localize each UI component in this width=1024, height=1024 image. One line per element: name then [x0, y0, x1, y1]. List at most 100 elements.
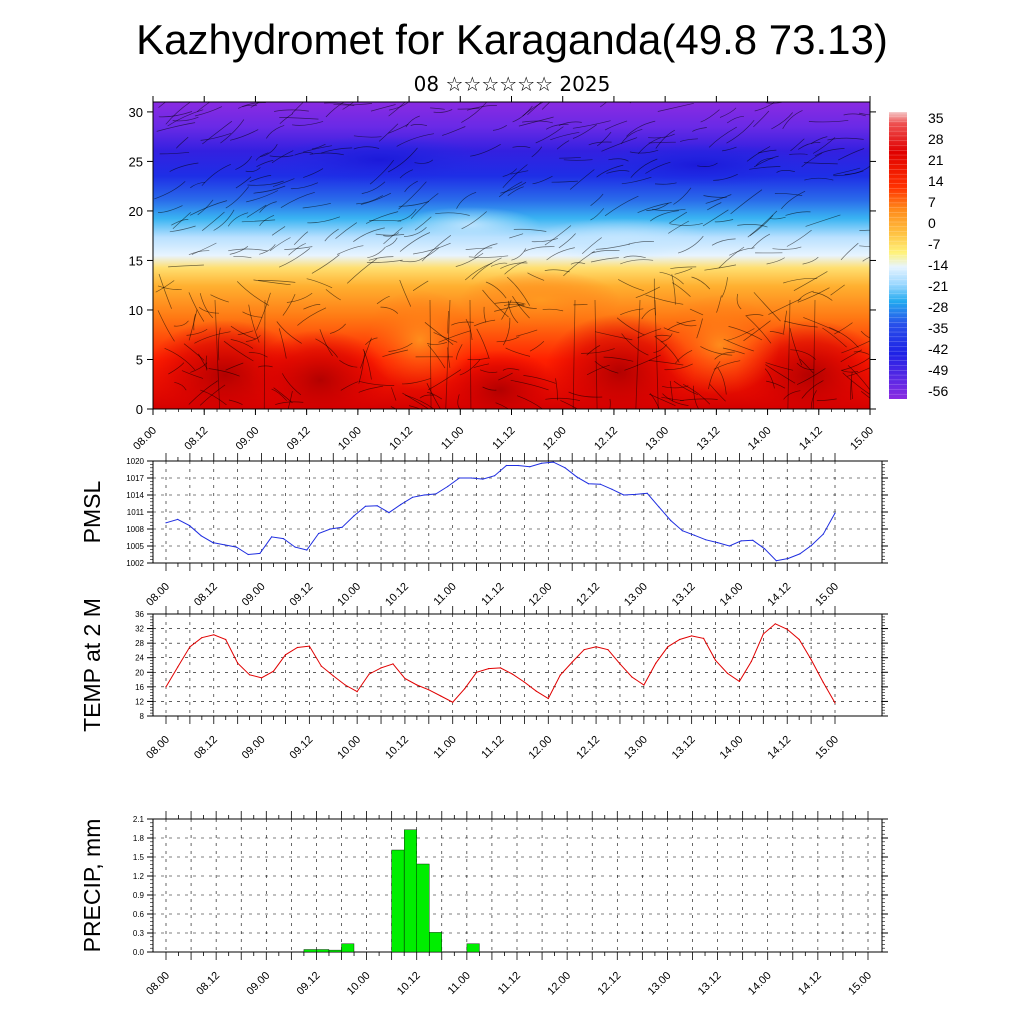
precip-x-tick-label: 08.12 [194, 970, 222, 998]
pmsl-x-tick-label: 10.00 [335, 581, 363, 609]
heatmap-x-tick-label: 09.00 [234, 425, 262, 453]
precip-y-tick-label: 1.8 [133, 834, 145, 843]
pmsl-point [282, 538, 284, 540]
precip-x-tick-label: 15.00 [846, 970, 874, 998]
temp-2m-point [762, 633, 764, 635]
temp-2m-point [272, 670, 275, 672]
pmsl-point [517, 464, 519, 467]
temp-2m-x-tick-label: 12.00 [526, 734, 554, 762]
pmsl-point [658, 506, 660, 508]
pmsl-ylabel: PMSL [79, 480, 105, 543]
temp-2m-point [452, 701, 454, 703]
colorbar-label: -14 [928, 257, 948, 273]
pmsl-point [646, 492, 648, 494]
pmsl-point [611, 488, 613, 490]
temp-2m-point [332, 675, 334, 677]
precip-bar [328, 949, 342, 953]
pmsl-point [764, 548, 766, 550]
pmsl-y-tick-label: 1011 [127, 508, 145, 517]
temp-2m-point [261, 677, 263, 679]
pmsl-point [447, 485, 449, 488]
precip-bar [416, 863, 430, 953]
pmsl-point [188, 525, 191, 527]
temp-2m-point [416, 684, 418, 686]
pmsl-point [717, 542, 719, 544]
temp-2m-point [296, 646, 298, 649]
pmsl-point [247, 553, 249, 556]
temp-2m-x-tick-label: 10.00 [335, 734, 363, 762]
pmsl-point [235, 546, 237, 548]
temp-2m-y-tick-label: 12 [135, 697, 144, 706]
temp-2m-point [607, 649, 609, 651]
temp-2m-y-tick-label: 28 [135, 639, 144, 648]
pmsl-point [822, 533, 824, 535]
colorbar-label: -35 [928, 320, 948, 336]
temp-2m-x-tick-label: 08.00 [144, 734, 172, 762]
pmsl-point [775, 560, 777, 562]
precip-x-tick-label: 14.12 [796, 970, 824, 998]
temp-2m-point [428, 689, 430, 691]
heatmap-x-tick-label: 12.00 [541, 425, 569, 453]
temp-2m-x-tick-label: 08.12 [192, 734, 220, 762]
temp-2m-point [822, 681, 824, 683]
colorbar-scale [889, 112, 907, 399]
heatmap-x-tick-label: 11.12 [490, 425, 517, 452]
pmsl-x-tick-label: 11.00 [431, 581, 458, 608]
temp-2m-y-tick-label: 8 [140, 712, 145, 721]
temp-2m-x-tick-label: 11.12 [479, 734, 506, 761]
heatmap-y-tick-label: 20 [129, 204, 143, 219]
temp-2m-point [786, 628, 788, 630]
heatmap-x-tick-label: 08.00 [131, 425, 159, 453]
pmsl-x-tick-label: 09.00 [240, 581, 268, 609]
pmsl-x-tick-label: 12.00 [526, 581, 554, 609]
precip-y-tick-label: 0.3 [133, 929, 145, 938]
pmsl-point [165, 522, 167, 524]
temp-2m-point [547, 697, 549, 700]
precip-bar [404, 829, 417, 953]
precip-x-tick-label: 12.00 [545, 970, 573, 998]
pmsl-point [411, 496, 414, 498]
pmsl-frame [152, 460, 883, 564]
temp-2m-x-tick-label: 10.12 [383, 734, 411, 762]
pmsl-x-tick-label: 14.00 [718, 581, 746, 609]
temp-2m-point [631, 676, 633, 678]
colorbar-label: 21 [928, 152, 944, 168]
precip-bar [391, 849, 405, 953]
temp-2m-point [559, 674, 561, 676]
temp-2m-y-tick-label: 16 [135, 683, 144, 692]
pmsl-point [341, 526, 343, 528]
temp-2m-point [703, 637, 705, 640]
pmsl-point [564, 467, 566, 469]
pmsl-x-tick-label: 12.12 [574, 581, 602, 609]
heatmap-x-tick-label: 10.12 [387, 425, 415, 453]
pmsl-point [470, 477, 472, 479]
heatmap-x-tick-label: 13.00 [643, 425, 671, 453]
precip-x-tick-label: 13.00 [646, 970, 674, 998]
precip-x-tick-label: 09.00 [244, 970, 272, 998]
pmsl-y-tick-label: 1020 [126, 457, 144, 466]
pmsl-point [587, 483, 590, 485]
temp-2m-point [189, 646, 191, 648]
pmsl-point [212, 542, 214, 544]
pmsl-point [177, 518, 179, 521]
heatmap-y-tick-label: 25 [129, 154, 143, 169]
temp-2m-x-tick-label: 14.00 [718, 734, 746, 762]
temp-2m-x-tick-label: 14.12 [765, 734, 793, 762]
temp-2m-point [595, 646, 597, 648]
heatmap-y-tick-label: 0 [136, 402, 143, 417]
colorbar-label: 7 [928, 194, 936, 210]
pmsl-point [740, 540, 742, 542]
colorbar-label: 35 [928, 110, 944, 126]
temp-2m-point [798, 638, 800, 641]
temp-2m-point [810, 658, 812, 661]
temp-2m-point [249, 674, 251, 676]
temp-2m-point [714, 659, 717, 661]
colorbar-labels: 35 28 21 14 7 0 -7 -14 -21 -28 -35 -42 -49 -56 [928, 110, 948, 399]
heatmap-panel: 0 5 10 15 20 25 30 08.00 08.12 09.00 09.12 10.00 10… [129, 96, 948, 453]
temp-2m-y-tick-label: 24 [135, 654, 144, 663]
temp-2m-point [511, 673, 513, 675]
pmsl-point [318, 532, 320, 535]
pmsl-point [294, 546, 296, 548]
temp-2m-point [488, 668, 490, 670]
